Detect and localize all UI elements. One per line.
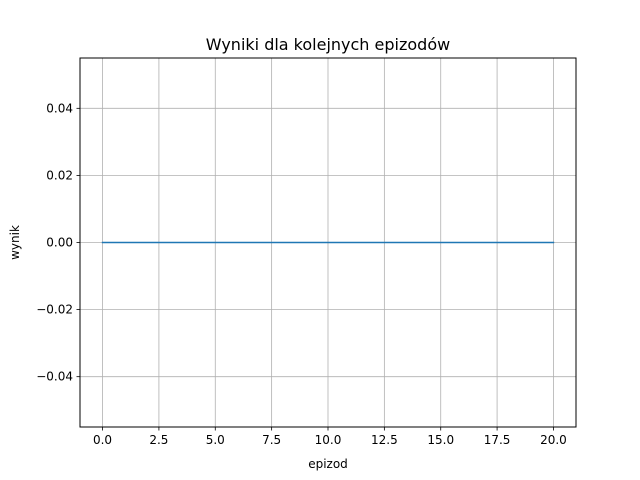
x-tick-label: 7.5 [262, 433, 281, 447]
y-tick-label: −0.04 [36, 370, 73, 384]
x-tick-label: 17.5 [484, 433, 511, 447]
x-tick-label: 15.0 [427, 433, 454, 447]
x-tick-label: 20.0 [540, 433, 567, 447]
x-tick-label: 5.0 [206, 433, 225, 447]
y-axis-label: wynik [8, 225, 22, 260]
chart-title: Wyniki dla kolejnych epizodów [206, 35, 450, 54]
x-tick-label: 0.0 [93, 433, 112, 447]
x-axis-label: epizod [308, 457, 348, 471]
x-tick-label: 12.5 [371, 433, 398, 447]
x-tick-label: 2.5 [149, 433, 168, 447]
y-tick-label: −0.02 [36, 303, 73, 317]
y-tick-label: 0.00 [46, 236, 73, 250]
ticks: 0.0 2.5 5.0 7.5 10.0 12.5 15.0 17.5 20.0 −0.04 −0.… [36, 101, 567, 447]
y-tick-label: 0.02 [46, 168, 73, 182]
x-tick-label: 10.0 [315, 433, 342, 447]
y-tick-label: 0.04 [46, 101, 73, 115]
